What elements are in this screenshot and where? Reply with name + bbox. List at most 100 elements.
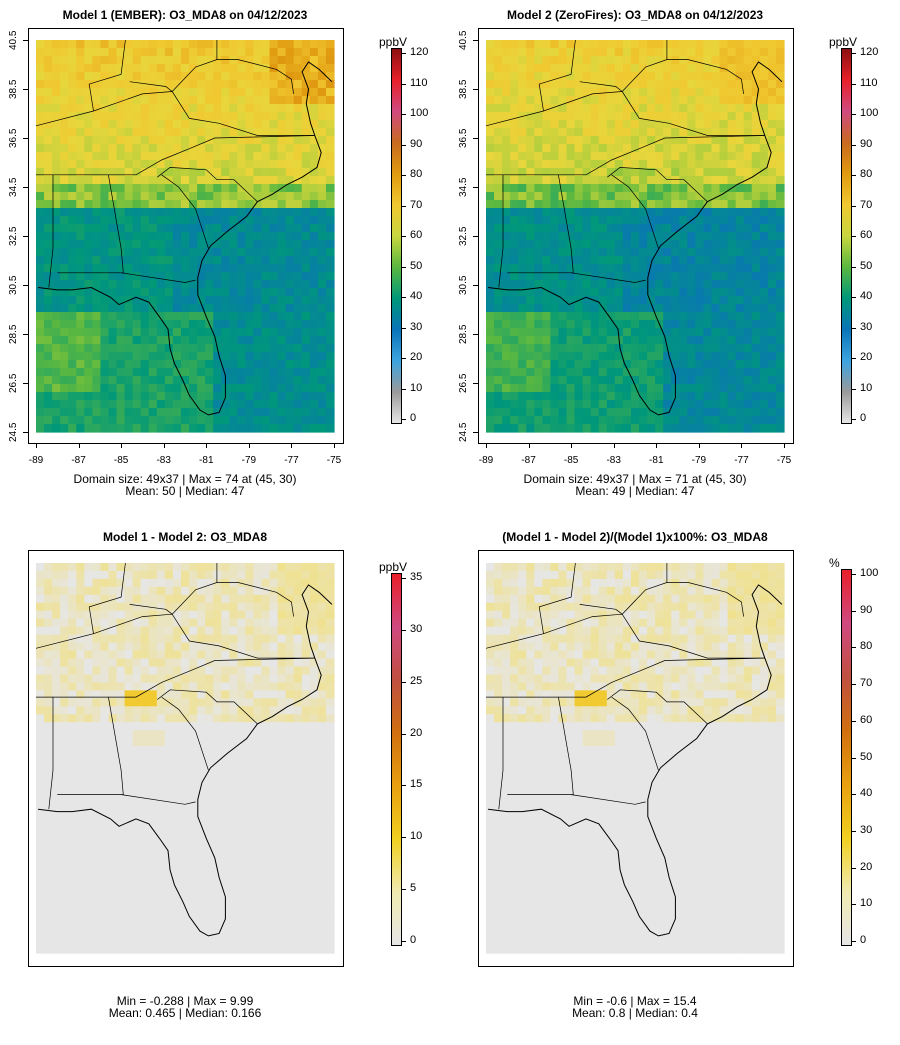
y-axis-tick bbox=[473, 40, 478, 41]
colorbar-tick-label: 40 bbox=[860, 787, 873, 800]
colorbar-tick bbox=[402, 578, 406, 579]
y-axis-tick-label: 32.5 bbox=[8, 226, 19, 246]
state-border bbox=[157, 689, 258, 725]
colorbar-tick bbox=[402, 327, 406, 329]
colorbar-tick bbox=[402, 297, 406, 298]
colorbar-tick bbox=[852, 684, 856, 686]
y-axis-tick bbox=[23, 236, 28, 237]
colorbar-tick-label: 5 bbox=[410, 882, 417, 895]
x-axis-tick bbox=[741, 443, 743, 448]
colorbar-tick-label: 20 bbox=[410, 726, 423, 739]
x-axis-tick-label: -77 bbox=[284, 455, 299, 466]
state-border bbox=[48, 697, 54, 810]
x-axis-tick-label: -83 bbox=[606, 455, 621, 466]
colorbar-tick bbox=[852, 419, 856, 420]
y-axis-tick bbox=[473, 432, 478, 433]
y-axis-tick bbox=[23, 383, 28, 384]
state-border bbox=[36, 657, 315, 698]
colorbar-tick bbox=[402, 175, 406, 176]
x-axis-tick-label: -89 bbox=[28, 455, 44, 466]
y-axis-tick-label: 38.5 bbox=[458, 79, 469, 99]
grid-cells bbox=[486, 563, 785, 954]
colorbar-tick-label: 110 bbox=[410, 76, 428, 89]
colorbar-tick bbox=[852, 867, 856, 869]
coastline bbox=[488, 61, 783, 416]
colorbar-tick bbox=[402, 941, 406, 942]
state-border bbox=[666, 59, 744, 94]
colorbar-tick-label: 50 bbox=[860, 259, 873, 272]
y-axis-tick-label: 40.5 bbox=[8, 30, 19, 50]
grid-cells bbox=[486, 40, 785, 433]
x-axis-tick bbox=[36, 443, 37, 448]
stats-line-2: Mean: 49 | Median: 47 bbox=[575, 484, 695, 498]
colorbar-tick bbox=[852, 830, 856, 832]
colorbar-tick bbox=[852, 327, 856, 329]
x-axis-tick-label: -89 bbox=[478, 455, 494, 466]
colorbar-tick bbox=[852, 388, 856, 390]
colorbar-tick-label: 50 bbox=[410, 259, 423, 272]
state-border bbox=[611, 174, 659, 249]
colorbar-tick-label: 30 bbox=[410, 622, 423, 635]
colorbar-unit-label: ppbV bbox=[379, 560, 408, 574]
stats-line-2: Mean: 50 | Median: 47 bbox=[125, 484, 245, 498]
state-border bbox=[538, 562, 576, 634]
state-border bbox=[129, 604, 173, 615]
y-axis-tick-label: 38.5 bbox=[8, 79, 19, 99]
stats-line-1: Min = -0.6 | Max = 15.4 bbox=[573, 994, 697, 1008]
state-border bbox=[579, 81, 623, 92]
x-axis-tick-label: -75 bbox=[776, 455, 792, 466]
x-axis-tick-label: -83 bbox=[156, 455, 171, 466]
map-canvas bbox=[35, 562, 335, 954]
colorbar-unit-label: ppbV bbox=[379, 35, 408, 49]
colorbar-tick bbox=[852, 266, 856, 268]
colorbar-tick bbox=[852, 83, 856, 85]
y-axis-tick-label: 28.5 bbox=[8, 324, 19, 344]
colorbar-tick bbox=[852, 610, 856, 612]
x-axis-tick bbox=[698, 443, 700, 448]
colorbar-tick bbox=[402, 733, 406, 735]
colorbar-tick-label: 10 bbox=[860, 381, 873, 394]
state-border bbox=[121, 794, 196, 805]
x-axis-tick-label: -81 bbox=[199, 455, 214, 466]
colorbar-tick bbox=[402, 83, 406, 85]
state-border bbox=[57, 697, 124, 795]
grid-cells bbox=[36, 40, 335, 433]
y-axis-tick-label: 34.5 bbox=[458, 177, 469, 197]
x-axis-tick-label: -87 bbox=[521, 455, 536, 466]
y-axis-tick-label: 24.5 bbox=[8, 422, 19, 442]
colorbar-tick bbox=[402, 266, 406, 268]
panel-title: Model 1 - Model 2: O3_MDA8 bbox=[102, 530, 268, 544]
state-border bbox=[121, 272, 196, 283]
colorbar-tick-label: 0 bbox=[410, 412, 417, 424]
stats-line-2: Mean: 0.8 | Median: 0.4 bbox=[572, 1006, 698, 1020]
colorbar-tick-label: 70 bbox=[860, 198, 873, 211]
state-border bbox=[36, 135, 315, 176]
colorbar-tick-label: 80 bbox=[860, 640, 873, 653]
colorbar-tick bbox=[852, 205, 856, 207]
map-plot-area bbox=[478, 550, 794, 967]
colorbar-tick bbox=[402, 144, 406, 146]
state-border bbox=[611, 696, 659, 771]
colorbar-tick bbox=[852, 297, 856, 298]
colorbar-tick-label: 100 bbox=[410, 107, 429, 119]
colorbar-tick-label: 70 bbox=[860, 677, 873, 690]
state-border bbox=[35, 91, 315, 136]
colorbar-tick bbox=[852, 53, 856, 54]
stats-line-1: Domain size: 49x37 | Max = 71 at (45, 30… bbox=[523, 472, 747, 486]
colorbar bbox=[391, 573, 402, 946]
stats-line-1: Min = -0.288 | Max = 9.99 bbox=[116, 994, 254, 1008]
y-axis-tick-label: 26.5 bbox=[458, 373, 469, 393]
x-axis-tick bbox=[613, 443, 615, 448]
colorbar-tick bbox=[402, 889, 406, 891]
state-border bbox=[507, 174, 574, 274]
y-axis-tick-label: 30.5 bbox=[8, 275, 19, 295]
y-axis-tick bbox=[473, 285, 478, 286]
y-axis-tick bbox=[473, 334, 478, 335]
colorbar-tick bbox=[402, 629, 406, 631]
colorbar-tick-label: 90 bbox=[410, 137, 423, 150]
coastline bbox=[38, 584, 333, 937]
x-axis-tick bbox=[163, 443, 165, 448]
colorbar-tick bbox=[852, 941, 856, 942]
x-axis-tick bbox=[656, 443, 658, 448]
colorbar-tick bbox=[852, 574, 856, 575]
